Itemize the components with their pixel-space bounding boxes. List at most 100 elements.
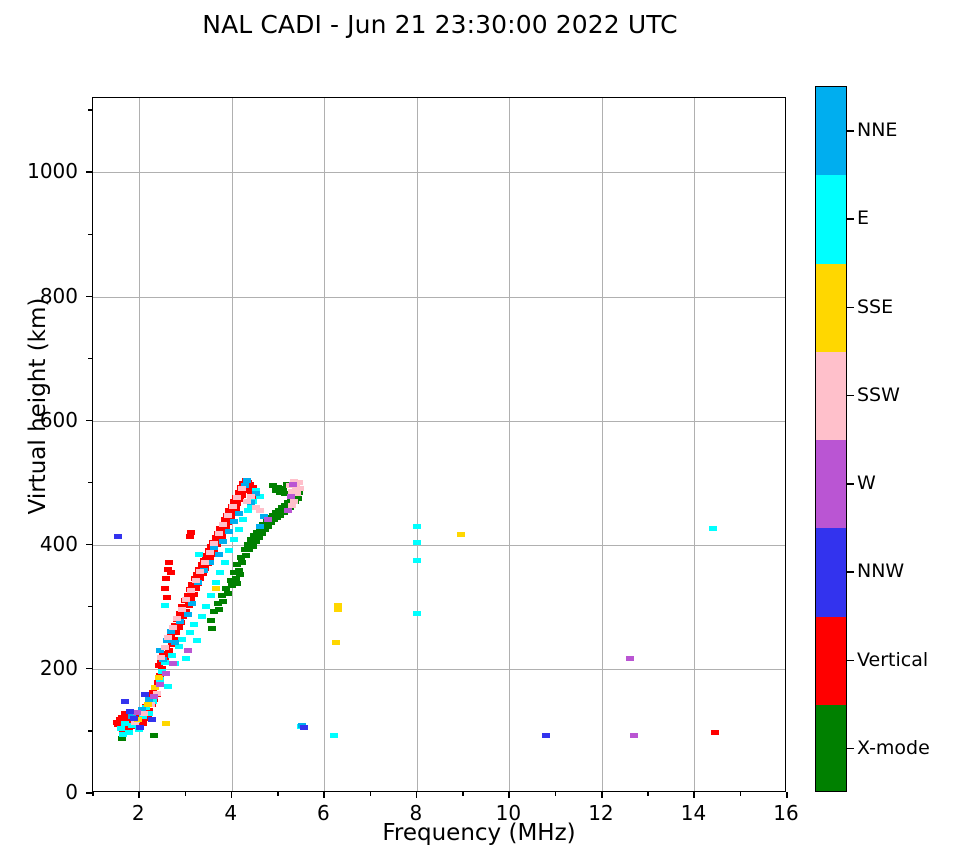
data-point	[210, 609, 219, 615]
y-axis-tick	[86, 667, 92, 670]
data-point	[230, 570, 239, 576]
data-point	[202, 553, 211, 559]
x-axis-minor-tick	[554, 792, 557, 796]
colorbar-label-nne: NNE	[857, 119, 898, 142]
data-point	[150, 694, 159, 700]
data-point	[193, 637, 202, 643]
colorbar-segment-w	[816, 440, 846, 529]
data-point	[242, 498, 251, 504]
data-point	[284, 508, 293, 514]
data-point	[154, 675, 163, 681]
data-point	[232, 576, 241, 582]
colorbar-label-vertical: Vertical	[857, 648, 929, 671]
data-point	[173, 615, 182, 621]
y-axis-tick-label: 0	[65, 780, 78, 804]
data-point	[711, 730, 720, 736]
data-point	[163, 567, 172, 573]
x-axis-minor-tick	[92, 792, 94, 796]
data-point	[214, 531, 223, 537]
colorbar-tick	[847, 130, 854, 132]
colorbar[interactable]	[815, 86, 847, 792]
data-point	[211, 579, 220, 585]
data-point	[625, 655, 634, 661]
y-axis-title: Virtual height (km)	[25, 297, 51, 515]
data-point	[160, 660, 169, 666]
y-axis-minor-tick	[88, 357, 92, 360]
data-point	[245, 547, 254, 553]
gridline-vertical	[694, 98, 696, 791]
data-point	[263, 523, 272, 529]
data-point	[251, 539, 260, 545]
x-axis-minor-tick	[184, 792, 187, 796]
data-point	[140, 692, 149, 698]
x-axis-minor-tick	[647, 792, 649, 796]
data-point	[151, 685, 160, 690]
data-point	[163, 638, 172, 644]
y-axis-minor-tick	[88, 605, 92, 608]
data-point	[187, 529, 196, 535]
data-point	[216, 526, 225, 532]
gridline-vertical	[231, 98, 233, 791]
data-point	[542, 733, 551, 739]
data-point	[129, 716, 138, 722]
data-point	[163, 635, 172, 641]
data-point	[160, 603, 169, 609]
data-point	[247, 500, 256, 506]
data-point	[253, 529, 262, 535]
data-point	[236, 572, 245, 578]
data-point	[142, 704, 151, 710]
x-axis-tick-label: 2	[131, 801, 145, 825]
data-point	[237, 492, 246, 498]
data-point	[169, 636, 178, 642]
data-point	[114, 722, 123, 728]
data-point	[183, 593, 192, 599]
data-point	[217, 593, 226, 599]
data-point	[276, 489, 285, 495]
y-axis-tick	[86, 543, 92, 546]
data-point	[179, 613, 188, 619]
data-point	[197, 614, 206, 620]
y-axis-tick-label: 600	[39, 407, 78, 432]
data-point	[210, 541, 219, 547]
data-point	[291, 485, 300, 491]
data-point	[228, 511, 237, 517]
x-axis-tick	[600, 792, 603, 798]
data-point	[219, 522, 228, 528]
data-point	[230, 537, 239, 543]
data-point	[119, 731, 128, 737]
data-point	[251, 491, 260, 497]
data-point	[172, 630, 181, 636]
data-point	[220, 559, 229, 565]
grid-layer	[93, 98, 785, 791]
data-point	[162, 721, 171, 726]
data-point	[261, 527, 270, 533]
data-point	[166, 570, 175, 576]
data-point	[191, 577, 200, 583]
y-axis-tick-label: 800	[39, 283, 78, 308]
y-axis-tick	[86, 295, 92, 298]
data-point	[183, 611, 192, 617]
gridline-vertical	[601, 98, 603, 791]
data-point	[630, 733, 639, 739]
gridline-horizontal	[93, 420, 785, 422]
data-point	[287, 493, 296, 499]
y-axis-tick	[86, 419, 92, 422]
data-point	[206, 617, 215, 623]
data-point	[163, 595, 172, 601]
data-point	[222, 585, 231, 591]
data-point	[290, 498, 299, 504]
data-point	[160, 645, 169, 651]
data-point	[125, 729, 134, 735]
data-point	[251, 487, 260, 493]
plot-area[interactable]	[92, 97, 786, 792]
x-axis-tick-label: 4	[224, 801, 238, 825]
colorbar-tick	[847, 747, 854, 750]
x-axis-tick	[415, 792, 418, 798]
data-point	[214, 537, 223, 543]
data-point	[137, 706, 146, 712]
data-point	[196, 568, 205, 574]
data-point	[299, 724, 308, 730]
gridline-vertical	[509, 98, 511, 791]
data-point	[240, 547, 249, 553]
